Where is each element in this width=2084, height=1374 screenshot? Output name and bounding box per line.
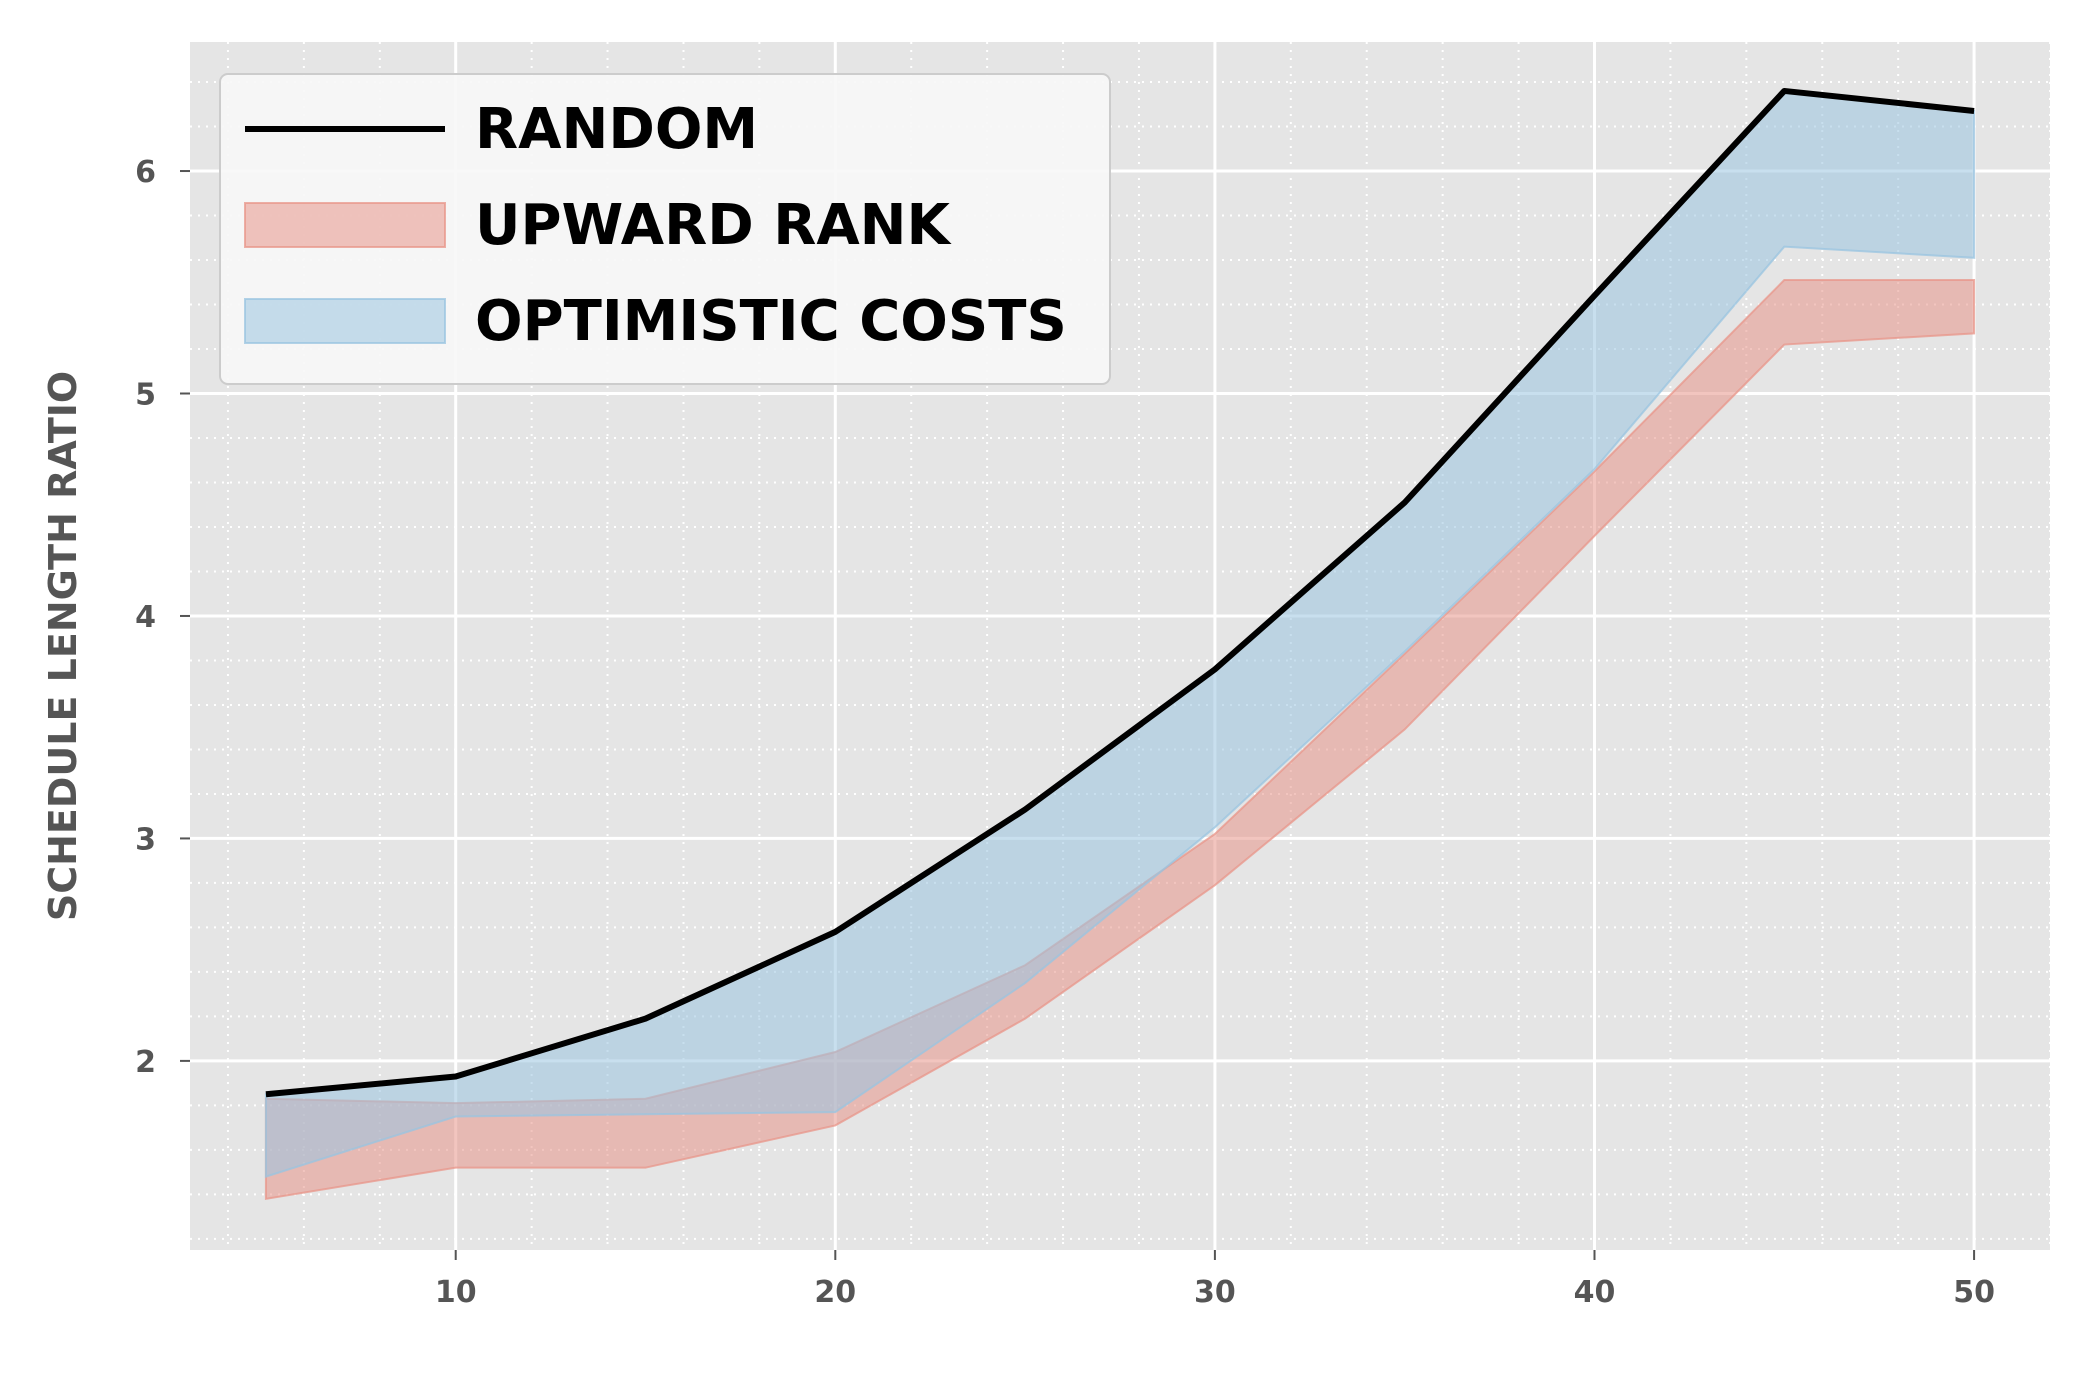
y-tick-label: 5 [135,377,156,412]
y-tick-label: 2 [135,1045,156,1080]
legend-label-upward-rank: UPWARD RANK [475,193,953,258]
x-tick-label: 20 [814,1275,856,1310]
x-tick-label: 30 [1194,1275,1236,1310]
y-tick-label: 6 [135,155,156,190]
y-axis-title: SCHEDULE LENGTH RATIO [41,371,85,921]
x-tick-label: 40 [1574,1275,1616,1310]
x-tick-label: 10 [435,1275,477,1310]
legend-label-random: RANDOM [475,97,758,162]
y-tick-label: 3 [135,822,156,857]
legend: RANDOM UPWARD RANK OPTIMISTIC COSTS [219,73,1111,385]
legend-label-optimistic-costs: OPTIMISTIC COSTS [475,289,1067,354]
legend-swatch-optimistic-costs [244,298,446,344]
line-layer [265,87,1975,1098]
x-axis: 10 20 30 40 50 [435,1250,1995,1310]
x-tick-label: 50 [1953,1275,1995,1310]
y-axis: 2 3 4 5 6 [135,155,190,1080]
legend-swatch-upward-rank [244,202,446,248]
line-random [265,87,1975,1098]
y-tick-label: 4 [135,600,156,635]
